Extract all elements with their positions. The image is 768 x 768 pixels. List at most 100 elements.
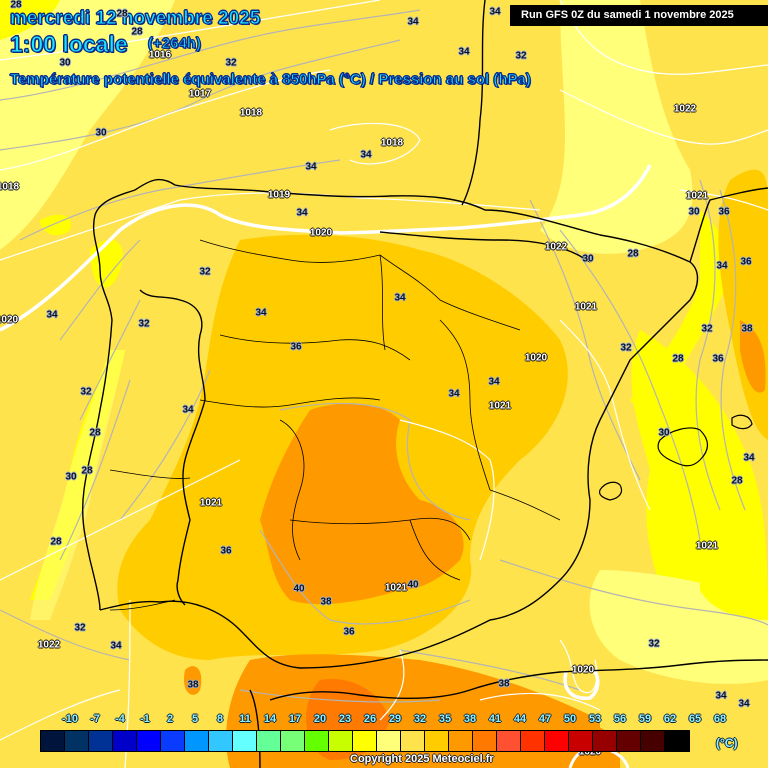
colorbar-tick-label: 23: [338, 713, 352, 725]
colorbar-tick-label: -10: [62, 713, 78, 725]
theta-label: 36: [740, 256, 752, 268]
theta-label: 34: [738, 698, 750, 710]
colorbar-swatch: [281, 731, 305, 751]
theta-label: 36: [220, 545, 232, 557]
theta-label: 28: [731, 475, 743, 487]
colorbar-swatch: [41, 731, 65, 751]
theta-label: 32: [701, 323, 713, 335]
theta-label: 34: [716, 260, 728, 272]
theta-label: 30: [582, 253, 594, 265]
theta-label: 32: [648, 638, 660, 650]
colorbar-swatch: [497, 731, 521, 751]
pressure-label: 1022: [673, 103, 697, 115]
theta-label: 40: [293, 583, 305, 595]
theta-label: 28: [81, 465, 93, 477]
colorbar-swatch: [329, 731, 353, 751]
colorbar-swatch: [425, 731, 449, 751]
theta-label: 34: [743, 452, 755, 464]
colorbar-tick-label: 62: [663, 713, 677, 725]
pressure-label: 1021: [488, 400, 512, 412]
pressure-label: 1020: [524, 352, 548, 364]
colorbar-tick-label: 29: [388, 713, 402, 725]
colorbar-swatch: [161, 731, 185, 751]
colorbar-swatch: [233, 731, 257, 751]
forecast-local-time: 1:00 locale: [10, 31, 129, 58]
colorbar-swatch: [473, 731, 497, 751]
theta-label: 30: [658, 427, 670, 439]
colorbar-swatch: [641, 731, 665, 751]
colorbar-tick-label: 32: [413, 713, 427, 725]
colorbar-swatch: [305, 731, 329, 751]
colorbar-swatch: [545, 731, 569, 751]
theta-label: 34: [488, 376, 500, 388]
isobar-1020-bold: [0, 164, 652, 332]
colorbar-swatch: [521, 731, 545, 751]
theta-label: 34: [458, 46, 470, 58]
theta-label: 32: [515, 50, 527, 62]
colorbar-legend: [40, 730, 690, 752]
colorbar-tick-label: 14: [263, 713, 277, 725]
theta-label: 38: [187, 679, 199, 691]
pressure-label: 1020: [578, 746, 602, 758]
pressure-label: 1016: [148, 49, 172, 61]
theta-label: 34: [448, 388, 460, 400]
theta-label: 28: [50, 536, 62, 548]
colorbar-tick-label: 5: [191, 713, 199, 725]
pressure-label: 1019: [267, 189, 291, 201]
theta-label: 36: [718, 206, 730, 218]
theta-label: 34: [715, 690, 727, 702]
model-run-box: Run GFS 0Z du samedi 1 novembre 2025: [510, 5, 768, 26]
theta-label: 30: [688, 206, 700, 218]
pressure-label: 1022: [37, 639, 61, 651]
colorbar-swatch: [113, 731, 137, 751]
colorbar-tick-label: 17: [288, 713, 302, 725]
theta-label: 32: [620, 342, 632, 354]
theta-label: 34: [110, 640, 122, 652]
colorbar-tick-label: 20: [313, 713, 327, 725]
theta-label: 30: [95, 127, 107, 139]
colorbar-tick-label: 2: [166, 713, 174, 725]
theta-label: 32: [199, 266, 211, 278]
colorbar-ticks: -10 -7 -4 -1 2 5 8 11 14 17 20 23 26 29 32 35 38 41 44 47 50…: [40, 713, 726, 727]
colorbar-tick-label: 8: [216, 713, 224, 725]
copyright-text: Copyright 2025 Meteociel.fr: [350, 753, 494, 765]
colorbar-unit: (°C): [716, 736, 738, 750]
colorbar-tick-label: 38: [463, 713, 477, 725]
colorbar-tick-label: 35: [438, 713, 452, 725]
colorbar-tick-label: 56: [613, 713, 627, 725]
theta-label: 34: [305, 161, 317, 173]
theta-label: 32: [225, 57, 237, 69]
theta-label: 28: [89, 427, 101, 439]
colorbar-tick-label: -7: [90, 713, 100, 725]
theta-label: 34: [489, 6, 501, 18]
pressure-label: 1020: [309, 227, 333, 239]
forecast-date: mercredi 12 novembre 2025: [9, 8, 261, 30]
pressure-label: 1021: [685, 190, 709, 202]
theta-label: 32: [80, 386, 92, 398]
pressure-label: 1018: [239, 107, 263, 119]
forecast-lead-time: (+264h): [148, 35, 202, 53]
colorbar-tick-label: 59: [638, 713, 652, 725]
colorbar-tick-label: 26: [363, 713, 377, 725]
colorbar-swatch: [185, 731, 209, 751]
colorbar-swatch: [617, 731, 641, 751]
theta-label: 28: [10, 0, 22, 11]
borders: [81, 0, 768, 768]
theta-label: 32: [74, 622, 86, 634]
colorbar-tick-label: 11: [239, 713, 251, 725]
theta-label: 38: [498, 678, 510, 690]
theta-label: 28: [116, 8, 128, 20]
pressure-label: 1021: [384, 582, 408, 594]
pressure-label: 1020: [571, 664, 595, 676]
theta-label: 28: [131, 26, 143, 38]
theta-label: 40: [407, 579, 419, 591]
variable-description: Température potentielle équivalente à 85…: [10, 71, 532, 89]
colorbar-swatch: [65, 731, 89, 751]
pressure-label: 1018: [0, 181, 20, 193]
theta-label: 36: [290, 341, 302, 353]
theta-label: 32: [138, 318, 150, 330]
colorbar-tick-label: -1: [140, 713, 150, 725]
colorbar-tick-label: 44: [513, 713, 527, 725]
theta-label: 30: [65, 471, 77, 483]
